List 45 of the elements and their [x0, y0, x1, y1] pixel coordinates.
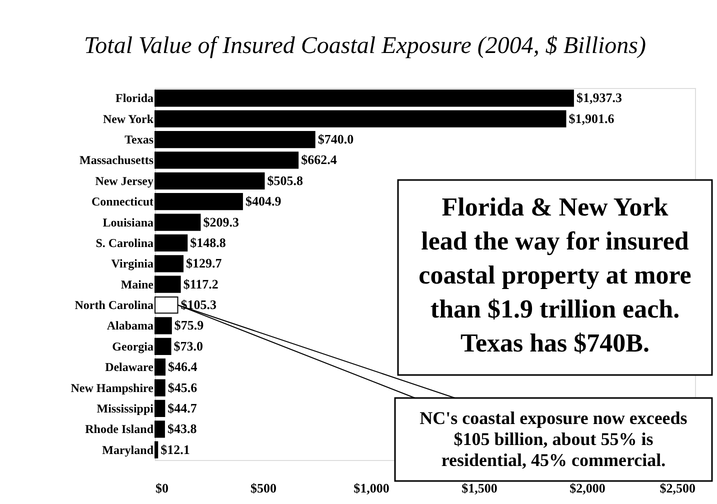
- y-tick-label: Georgia: [112, 339, 154, 354]
- y-tick-label: Connecticut: [92, 194, 154, 209]
- y-tick-label: Florida: [116, 91, 154, 106]
- annotation: NC's coastal exposure now exceeds $105 billion, about 55% is residential, 45% commercial.: [420, 408, 688, 470]
- data-label: $43.8: [167, 421, 198, 436]
- x-tick-label: $2,500: [660, 480, 696, 496]
- data-label: $105.3: [180, 297, 217, 312]
- y-tick-label: North Carolina: [74, 298, 154, 312]
- data-label: $12.1: [160, 442, 190, 457]
- chart-title: Total Value of Insured Coastal Exposure (2004, $ Billions): [84, 33, 646, 59]
- data-label: $1,901.6: [568, 110, 615, 126]
- data-label: $209.3: [203, 214, 240, 230]
- data-label: $404.9: [245, 194, 282, 209]
- y-tick-label: Louisiana: [102, 215, 154, 230]
- data-label: $44.7: [168, 400, 198, 416]
- y-tick-label: Maine: [120, 277, 154, 292]
- data-label: $505.8: [267, 172, 304, 188]
- y-tick-label: Rhode Island: [85, 422, 154, 436]
- y-tick-label: Mississippi: [96, 401, 154, 416]
- y-tick-label: Delaware: [105, 360, 154, 374]
- data-label: $740.0: [318, 132, 354, 147]
- y-tick-label: New Hampshire: [70, 380, 154, 395]
- data-label: $73.0: [174, 338, 204, 354]
- y-tick-label: New York: [102, 112, 154, 126]
- y-tick-label: Texas: [124, 132, 154, 147]
- data-label: $148.8: [190, 234, 226, 250]
- y-tick-label: New Jersey: [95, 174, 154, 188]
- data-label: $117.2: [183, 276, 218, 292]
- data-label: $75.9: [174, 318, 204, 333]
- data-label: $662.4: [301, 152, 338, 168]
- annotation: Florida & New York lead the way for insured coastal property at more than $1.9 trillion each. Texas has $740B.: [418, 192, 692, 358]
- data-label: $45.6: [168, 380, 198, 395]
- y-tick-label: S. Carolina: [96, 236, 154, 250]
- data-label: $1,937.3: [576, 90, 622, 106]
- y-tick-label: Alabama: [106, 318, 154, 333]
- y-tick-label: Maryland: [102, 442, 154, 457]
- data-label: $129.7: [186, 256, 222, 271]
- x-tick-label: $0: [156, 480, 168, 496]
- y-tick-label: Virginia: [111, 256, 154, 271]
- x-tick-label: $500: [250, 480, 276, 496]
- y-tick-label: Massachusetts: [80, 153, 154, 168]
- x-tick-label: $1,500: [462, 480, 498, 496]
- data-label: $46.4: [168, 359, 198, 374]
- x-tick-label: $1,000: [354, 480, 390, 496]
- x-tick-label: $2,000: [570, 480, 606, 496]
